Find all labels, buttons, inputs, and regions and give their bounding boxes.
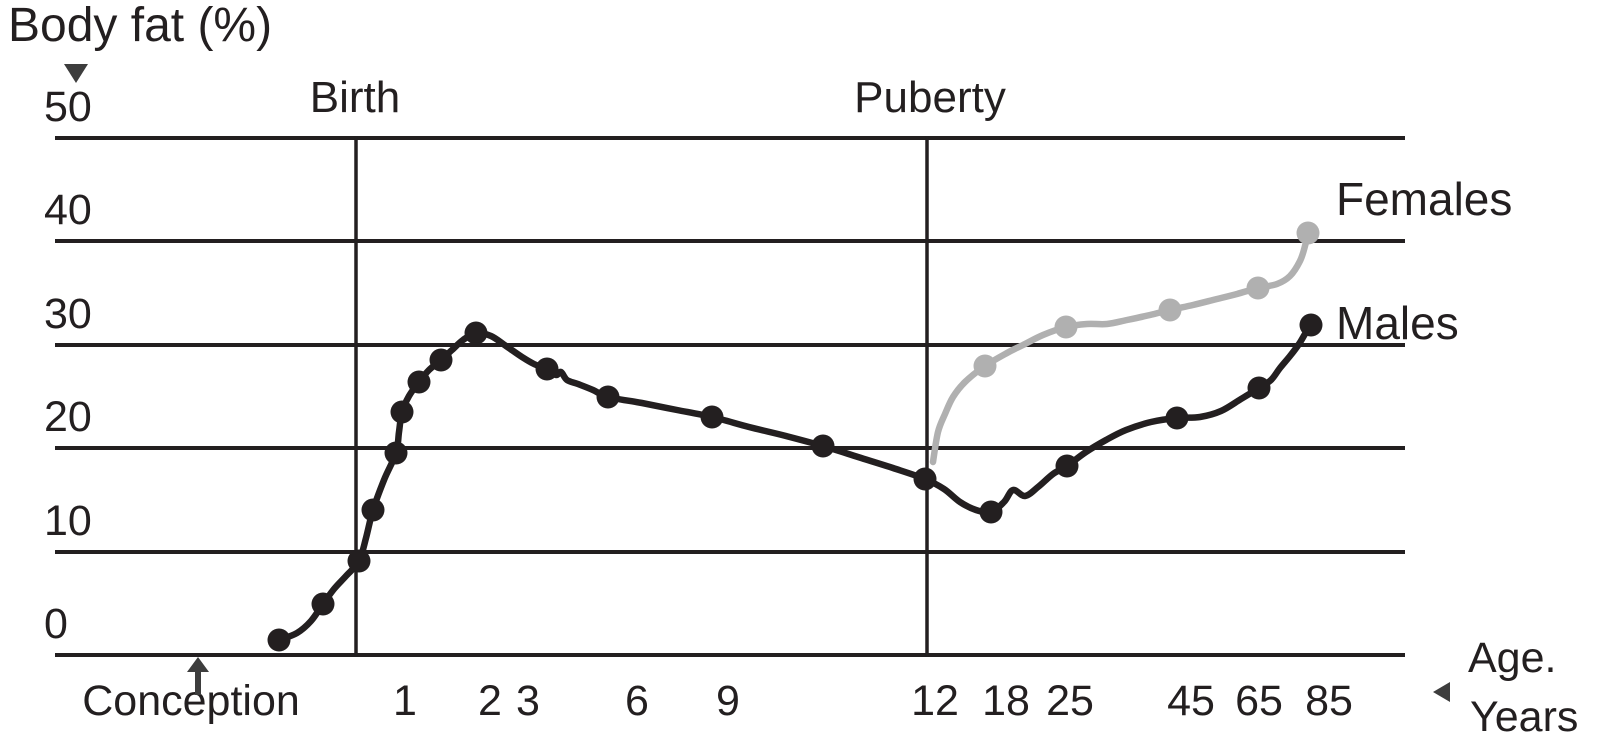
y-axis-title: Body fat (%) xyxy=(8,0,273,52)
y-tick-30: 30 xyxy=(44,290,92,338)
females-point-age-25 xyxy=(1054,315,1078,339)
y-axis-down-arrow-icon xyxy=(64,64,88,83)
males-point-age-9 xyxy=(700,405,724,429)
males-point-age-25 xyxy=(1055,454,1079,478)
milestone-label-puberty: Puberty xyxy=(854,73,1006,122)
males-point-age-1 xyxy=(407,370,431,394)
x-tick-3: 3 xyxy=(516,677,540,725)
x-axis-title-line1: Age. xyxy=(1468,634,1557,682)
males-point-age-10.5 xyxy=(811,434,835,458)
x-tick-85: 85 xyxy=(1305,677,1353,725)
males-point-age-85 xyxy=(1299,313,1323,337)
x-tick-2: 2 xyxy=(478,677,502,725)
males-point-age-18 xyxy=(979,500,1003,524)
males-point-age-65 xyxy=(1247,376,1271,400)
x-tick-18: 18 xyxy=(982,677,1030,725)
males-point-age-1.5 xyxy=(429,348,453,372)
males-point-age-2 xyxy=(464,321,488,345)
males-point-age-6 xyxy=(596,385,620,409)
x-tick-45: 45 xyxy=(1167,677,1215,725)
y-tick-10: 10 xyxy=(44,497,92,545)
x-tick-1: 1 xyxy=(393,677,417,725)
legend-females: Females xyxy=(1336,173,1513,225)
females-line xyxy=(929,229,1312,466)
x-tick-25: 25 xyxy=(1046,677,1094,725)
females-point-age-85 xyxy=(1296,221,1320,245)
legend-males: Males xyxy=(1336,297,1459,349)
males-point-age-3.5 xyxy=(535,357,559,381)
males-point-age-0.5 xyxy=(384,441,408,465)
males-point-age-late-gestation xyxy=(311,592,335,616)
milestone-label-birth: Birth xyxy=(309,73,401,122)
conception-up-arrow-icon xyxy=(187,657,209,695)
x-axis-left-arrow-icon xyxy=(1433,682,1450,702)
males-line xyxy=(275,321,1315,644)
males-point-age-12 xyxy=(913,467,937,491)
males-point-age-birth xyxy=(347,549,371,573)
y-tick-0: 0 xyxy=(44,600,68,648)
y-tick-40: 40 xyxy=(44,186,92,234)
x-axis-title-line2: Years xyxy=(1470,693,1579,741)
males-point-age-45 xyxy=(1165,406,1189,430)
males-point-age-0.25 xyxy=(361,498,385,522)
males-point-age-0.75 xyxy=(390,400,414,424)
x-tick-12: 12 xyxy=(911,677,959,725)
females-point-age-45 xyxy=(1158,298,1182,322)
x-tick-65: 65 xyxy=(1235,677,1283,725)
y-tick-50: 50 xyxy=(44,83,92,131)
x-tick-9: 9 xyxy=(716,677,740,725)
males-point-age-mid-gestation xyxy=(267,628,291,652)
y-tick-20: 20 xyxy=(44,393,92,441)
x-tick-conception: Conception xyxy=(82,677,300,725)
females-point-age-65 xyxy=(1246,276,1270,300)
females-point-age-18 xyxy=(973,354,997,378)
x-tick-6: 6 xyxy=(625,677,649,725)
